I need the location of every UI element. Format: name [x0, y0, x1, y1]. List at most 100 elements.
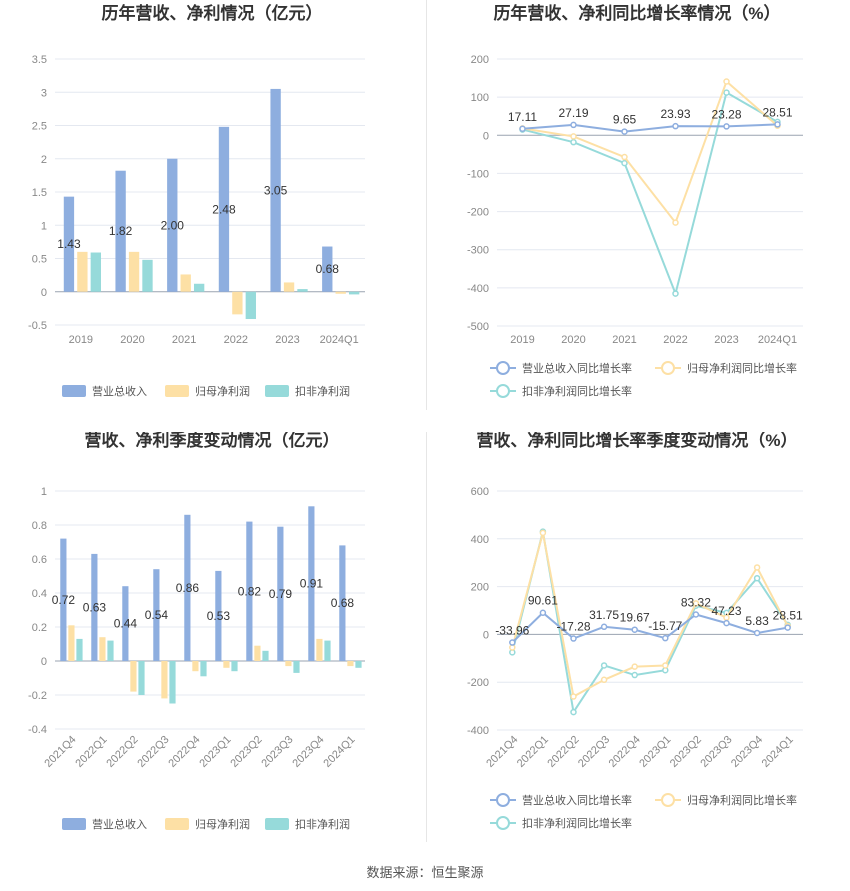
bar-adj-net-profit [355, 661, 362, 668]
line-revenue-growth [511, 611, 788, 644]
line-point [692, 600, 700, 607]
data-label: 0.53 [207, 609, 231, 623]
bar-adj-net-profit [169, 661, 176, 704]
x-tick-label: 2020 [120, 334, 144, 346]
x-tick-label: 2024Q1 [758, 334, 797, 346]
y-tick-label: 1.5 [32, 187, 47, 199]
line-point [570, 133, 577, 140]
line-point [519, 125, 526, 133]
y-tick-label: 600 [471, 486, 489, 498]
bar-revenue [218, 126, 230, 292]
line-point [509, 639, 516, 646]
x-tick-label: 2022Q4 [166, 734, 202, 770]
legend-marker [661, 361, 675, 375]
bar-revenue [322, 246, 333, 292]
legend-label: 归母净利润 [195, 384, 250, 398]
line-point [753, 574, 761, 582]
bar-revenue [277, 526, 284, 661]
data-label: 27.19 [558, 106, 588, 120]
chart-title: 营收、净利季度变动情况（亿元） [85, 432, 340, 450]
line-point [723, 619, 730, 627]
data-label: 0.44 [114, 617, 138, 631]
x-tick-label: 2023Q3 [259, 734, 295, 770]
bar-net-profit [283, 282, 295, 292]
bar-adj-net-profit [138, 661, 145, 695]
line-point [600, 662, 608, 669]
x-tick-label: 2022Q3 [576, 734, 612, 770]
y-tick-label: -200 [467, 207, 489, 219]
data-label: 5.83 [745, 614, 769, 628]
legend-swatch [165, 385, 189, 397]
line-point [672, 219, 679, 226]
y-tick-label: 2.5 [32, 121, 47, 133]
y-tick-label: -0.2 [28, 690, 47, 702]
data-label: 19.67 [620, 611, 650, 625]
data-label: 1.43 [57, 237, 81, 251]
line-point [784, 624, 791, 631]
data-label: 83.32 [681, 595, 711, 609]
bar-revenue [339, 545, 346, 661]
data-label: 2.48 [212, 202, 236, 216]
line-point [692, 611, 700, 618]
legend-label: 扣非净利润 [295, 384, 350, 398]
y-tick-label: 0.4 [32, 588, 47, 600]
data-label: 1.82 [109, 224, 133, 238]
bar-net-profit [285, 661, 292, 667]
line-adj-net-profit-growth [511, 531, 789, 715]
y-tick-label: 200 [471, 582, 489, 594]
bar-net-profit [77, 251, 88, 292]
legend-marker [496, 384, 510, 398]
legend-label: 营业总收入同比增长率 [522, 793, 632, 807]
data-label: 9.65 [613, 113, 637, 127]
bar-net-profit [68, 625, 75, 661]
x-tick-label: 2021Q4 [42, 734, 78, 770]
legend-label: 营业总收入 [92, 384, 147, 398]
data-label: 23.93 [660, 107, 690, 121]
x-tick-label: 2023Q1 [197, 734, 233, 770]
y-tick-label: 0 [41, 287, 47, 299]
bar-adj-net-profit [262, 650, 269, 661]
data-label: 47.23 [711, 604, 741, 618]
line-point [570, 708, 577, 716]
bar-revenue [184, 514, 191, 661]
data-label: 0.68 [331, 596, 355, 610]
legend-swatch [62, 818, 86, 830]
data-label: 2.00 [161, 218, 185, 232]
bar-net-profit [254, 645, 261, 661]
legend-swatch [265, 818, 289, 830]
y-tick-label: 3.5 [32, 54, 47, 66]
data-label: 17.11 [508, 110, 537, 124]
panel-divider-top [426, 0, 427, 410]
y-tick-label: 0 [483, 629, 489, 641]
y-tick-label: 200 [471, 54, 489, 66]
line-point [570, 121, 577, 129]
data-label: 90.61 [528, 594, 558, 608]
line-point [631, 663, 638, 670]
data-label: 31.75 [589, 608, 619, 622]
line-point [723, 123, 730, 130]
y-tick-label: -400 [467, 725, 489, 737]
bar-adj-net-profit [193, 283, 205, 292]
bar-revenue [246, 521, 253, 661]
legend-marker [496, 816, 510, 830]
quarterly-growth-chart: 营收、净利同比增长率季度变动情况（%） 600 400 200 0 -200 -400 202… [425, 432, 850, 852]
x-tick-label: 2023Q4 [290, 734, 326, 770]
legend-swatch [62, 385, 86, 397]
y-tick-label: -200 [467, 677, 489, 689]
line-point [509, 644, 516, 651]
data-label: -15.77 [648, 619, 682, 633]
bar-adj-net-profit [231, 661, 238, 672]
line-net-profit-growth [511, 532, 789, 699]
line-point [774, 121, 781, 128]
data-label: 0.86 [176, 581, 200, 595]
x-tick-label: 2021Q4 [484, 734, 520, 770]
x-tick-label: 2024Q1 [320, 334, 359, 346]
x-tick-label: 2022Q1 [515, 734, 551, 770]
bar-revenue [91, 553, 98, 661]
line-point [570, 635, 577, 642]
line-adj-net-profit-growth [522, 91, 778, 297]
data-label: 0.91 [300, 577, 324, 591]
line-net-profit-growth [522, 79, 779, 225]
bar-revenue [60, 538, 67, 661]
x-tick-label: 2021 [612, 334, 636, 346]
